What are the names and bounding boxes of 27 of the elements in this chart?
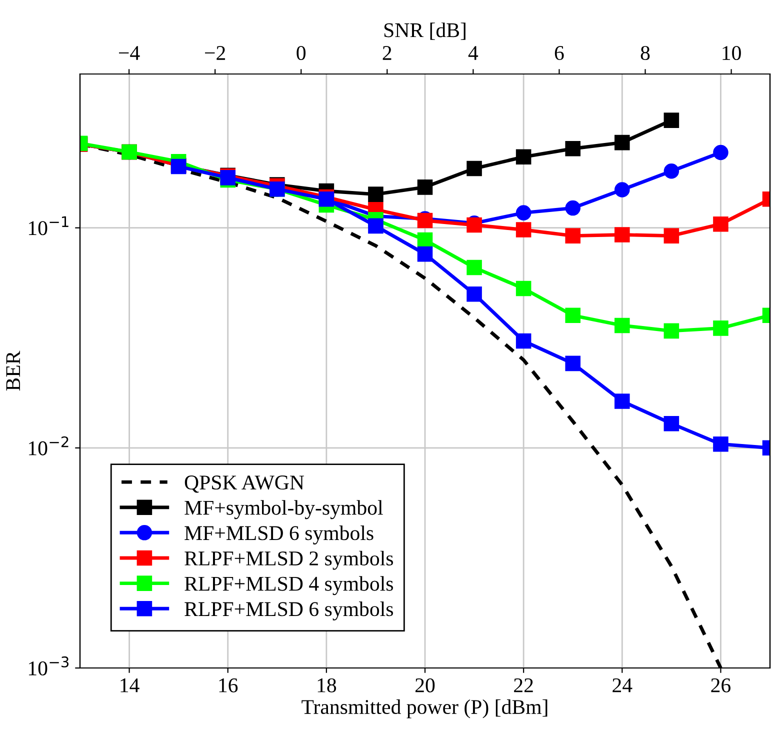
x2-tick-label: 2: [382, 46, 392, 60]
x-axis-title: Transmitted power (P) [dBm]: [302, 699, 548, 718]
x-tick-label: 18: [318, 678, 336, 692]
x-tick-label: 16: [219, 678, 238, 692]
y-tick-label: 10$^{−2}$: [28, 436, 68, 456]
legend-label: RLPF+MLSD 6 symbols: [184, 601, 393, 620]
y-tick-label: 10$^{−3}$: [28, 656, 69, 676]
legend-label: RLPF+MLSD 2 symbols: [184, 550, 393, 570]
x2-tick-label: 0: [296, 46, 306, 60]
x2-tick-label: 6: [554, 46, 564, 60]
x-tick-label: 26: [711, 678, 731, 692]
x2-tick-label: 8: [640, 46, 650, 60]
x-tick-label: 24: [612, 678, 632, 692]
x2-axis-title: SNR [dB]: [384, 22, 466, 40]
legend-label: MF+symbol-by-symbol: [184, 500, 383, 520]
legend-label: RLPF+MLSD 4 symbols: [184, 576, 393, 596]
legend-label: QPSK AWGN: [184, 476, 304, 493]
legend-label: MF+MLSD 6 symbols: [184, 526, 374, 544]
x2-tick-label: 4: [468, 46, 478, 60]
x2-tick-label: −2: [205, 46, 226, 60]
x-tick-label: 14: [120, 678, 140, 692]
x-tick-label: 20: [416, 678, 435, 692]
y-tick-label: 10$^{−1}$: [28, 216, 68, 236]
x2-tick-label: 10: [722, 46, 741, 60]
y-axis-title: BER: [6, 350, 20, 391]
x2-tick-label: −4: [118, 46, 140, 60]
x-tick-label: 22: [514, 678, 533, 692]
